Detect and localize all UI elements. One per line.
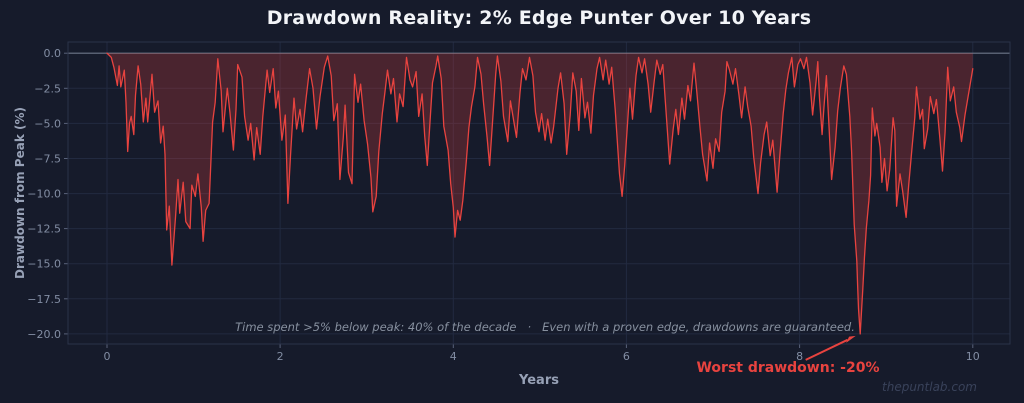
worst-drawdown-arrowhead [846, 335, 856, 343]
y-tick-label: −15.0 [27, 258, 61, 271]
y-axis-label: Drawdown from Peak (%) [13, 107, 27, 279]
axes-spines [67, 41, 1011, 345]
y-tick-label: −5.0 [34, 117, 61, 130]
chart-title: Drawdown Reality: 2% Edge Punter Over 10… [266, 7, 812, 29]
y-tick-label: −17.5 [27, 293, 61, 306]
x-tick-label: 8 [796, 350, 803, 363]
y-tick-label: −2.5 [34, 82, 61, 95]
worst-drawdown-annotation: Worst drawdown: -20% [696, 360, 880, 376]
watermark: thepuntlab.com [882, 380, 977, 394]
drawdown-area [107, 53, 973, 334]
y-tick-label: −7.5 [34, 153, 61, 166]
x-axis-label: Years [519, 373, 559, 388]
y-tick-label: 0.0 [44, 47, 62, 60]
x-tick-label: 6 [623, 350, 630, 363]
x-tick-label: 2 [277, 350, 284, 363]
drawdown-line [106, 52, 974, 335]
x-tick-label: 0 [104, 350, 111, 363]
worst-drawdown-arrow [805, 338, 849, 361]
x-tick-label: 10 [966, 350, 980, 363]
y-tick-label: −20.0 [27, 328, 61, 341]
y-tick-label: −10.0 [27, 188, 61, 201]
x-tick-label: 4 [450, 350, 457, 363]
stats-annotation: Time spent >5% below peak: 40% of the de… [235, 320, 855, 334]
y-tick-label: −12.5 [27, 223, 61, 236]
